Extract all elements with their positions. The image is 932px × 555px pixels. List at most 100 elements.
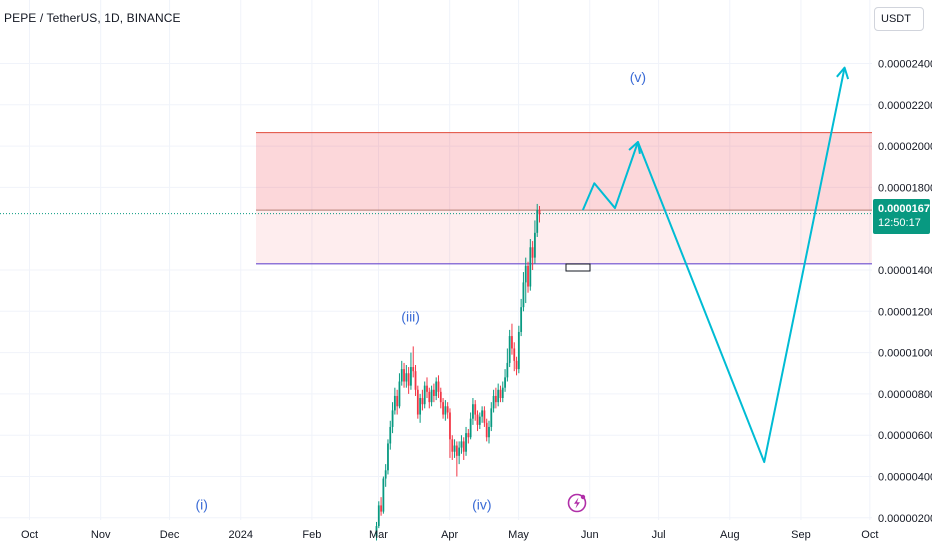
candle (536, 210, 539, 233)
x-tick-label: Jul (652, 529, 666, 541)
candle (421, 398, 424, 405)
candle (380, 505, 382, 512)
y-tick-label: 0.00002400 (878, 59, 932, 71)
candle (377, 505, 380, 527)
candle (522, 282, 525, 308)
x-tick-label: Apr (441, 529, 458, 541)
candle (490, 408, 493, 427)
candle (446, 406, 449, 413)
candle (534, 232, 536, 258)
candle (497, 389, 500, 403)
x-tick-label: Mar (369, 529, 388, 541)
zone-lower (256, 210, 872, 264)
candle (524, 265, 527, 283)
candle (437, 381, 440, 392)
candle (492, 395, 495, 409)
candle (531, 247, 534, 258)
x-tick-label: Jun (581, 529, 599, 541)
candle (481, 410, 484, 417)
x-tick-label: May (508, 529, 529, 541)
candle (430, 389, 433, 403)
candle (467, 433, 470, 438)
lightning-icon (574, 497, 580, 509)
x-tick-label: Oct (861, 529, 878, 541)
projection-path (581, 67, 846, 464)
candle (472, 404, 474, 419)
candle (483, 410, 486, 423)
candle (444, 406, 447, 415)
candle (517, 331, 520, 370)
candle (419, 398, 422, 415)
candle (455, 445, 458, 456)
candle (460, 441, 463, 448)
y-tick-label: 0.00001200 (878, 306, 932, 318)
x-tick-label: Oct (21, 529, 38, 541)
candle (398, 381, 401, 407)
candle (403, 369, 405, 382)
x-tick-label: Aug (720, 529, 740, 541)
candle (407, 373, 410, 386)
candle (462, 441, 465, 452)
y-tick-label: 0.00002000 (878, 141, 932, 153)
candle (478, 416, 481, 425)
candle (474, 404, 477, 415)
wave-label: (i) (195, 497, 207, 513)
zone-upper (256, 132, 872, 211)
x-tick-label: 2024 (228, 529, 252, 541)
y-tick-label: 0.00000600 (878, 430, 932, 442)
bar-countdown: 12:50:17 (878, 217, 921, 229)
candle (428, 391, 431, 403)
wave-label: (v) (630, 69, 646, 85)
candle (382, 478, 385, 512)
candle (393, 395, 396, 411)
candle (435, 381, 438, 396)
candle (423, 385, 426, 405)
current-price-tag: 0.00001673 12:50:17 (873, 199, 932, 234)
candle (488, 426, 490, 438)
candle (511, 336, 513, 349)
wave-label: (iv) (472, 497, 491, 513)
marker-box (565, 263, 591, 272)
candle (375, 526, 378, 537)
candle (515, 360, 518, 370)
candle (405, 373, 408, 382)
candle (449, 412, 451, 440)
candle (414, 371, 417, 390)
y-tick-label: 0.00001800 (878, 182, 932, 194)
candle (384, 470, 387, 479)
candle (501, 387, 504, 399)
candle (504, 377, 506, 388)
y-tick-label: 0.00002200 (878, 100, 932, 112)
current-price: 0.00001673 (878, 203, 932, 215)
candle (400, 369, 403, 382)
currency-selector[interactable]: USDT (874, 7, 924, 31)
candle (389, 426, 392, 444)
candle (529, 247, 532, 287)
candle (442, 402, 444, 415)
candle (513, 348, 516, 361)
candle (391, 410, 394, 427)
candle (412, 367, 415, 372)
candle (469, 418, 472, 438)
candle (387, 443, 389, 471)
candle (485, 422, 488, 438)
x-tick-label: Dec (160, 529, 180, 541)
candle (527, 265, 529, 287)
event-dot (580, 494, 586, 500)
x-tick-label: Nov (91, 529, 111, 541)
candle (538, 210, 541, 215)
candle (416, 389, 419, 415)
candle (520, 307, 523, 332)
x-tick-label: Sep (791, 529, 811, 541)
wave-label: (iii) (401, 309, 420, 325)
y-tick-label: 0.00000200 (878, 513, 932, 525)
candle (476, 414, 479, 425)
candle (465, 433, 467, 452)
y-tick-label: 0.00000400 (878, 472, 932, 484)
candle (439, 391, 442, 403)
candle (458, 447, 461, 456)
candle (499, 389, 502, 399)
arrow-head-v (628, 140, 641, 154)
